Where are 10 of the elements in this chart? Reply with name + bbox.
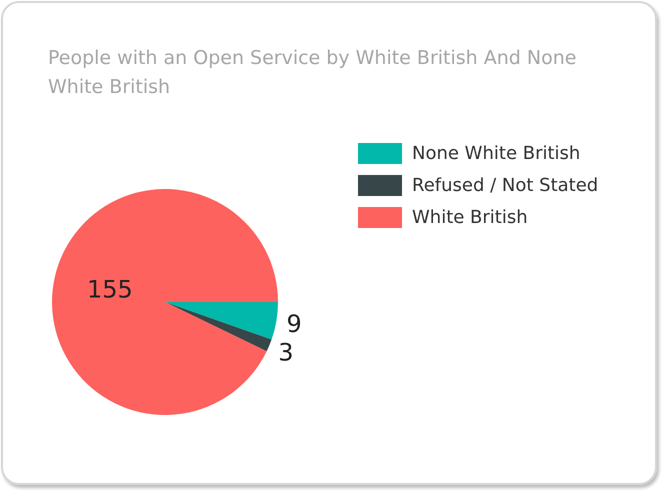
legend-label: Refused / Not Stated	[412, 174, 598, 196]
data-label: 155	[87, 275, 133, 304]
pie-slice	[52, 189, 278, 415]
legend-label: None White British	[412, 142, 580, 164]
chart-title: People with an Open Service by White British And None White British	[48, 46, 578, 100]
pie-slice	[165, 302, 278, 340]
data-label: 9	[286, 310, 302, 338]
legend-label: White British	[412, 206, 528, 228]
data-label: 3	[278, 338, 294, 366]
pie-slice	[165, 302, 272, 352]
